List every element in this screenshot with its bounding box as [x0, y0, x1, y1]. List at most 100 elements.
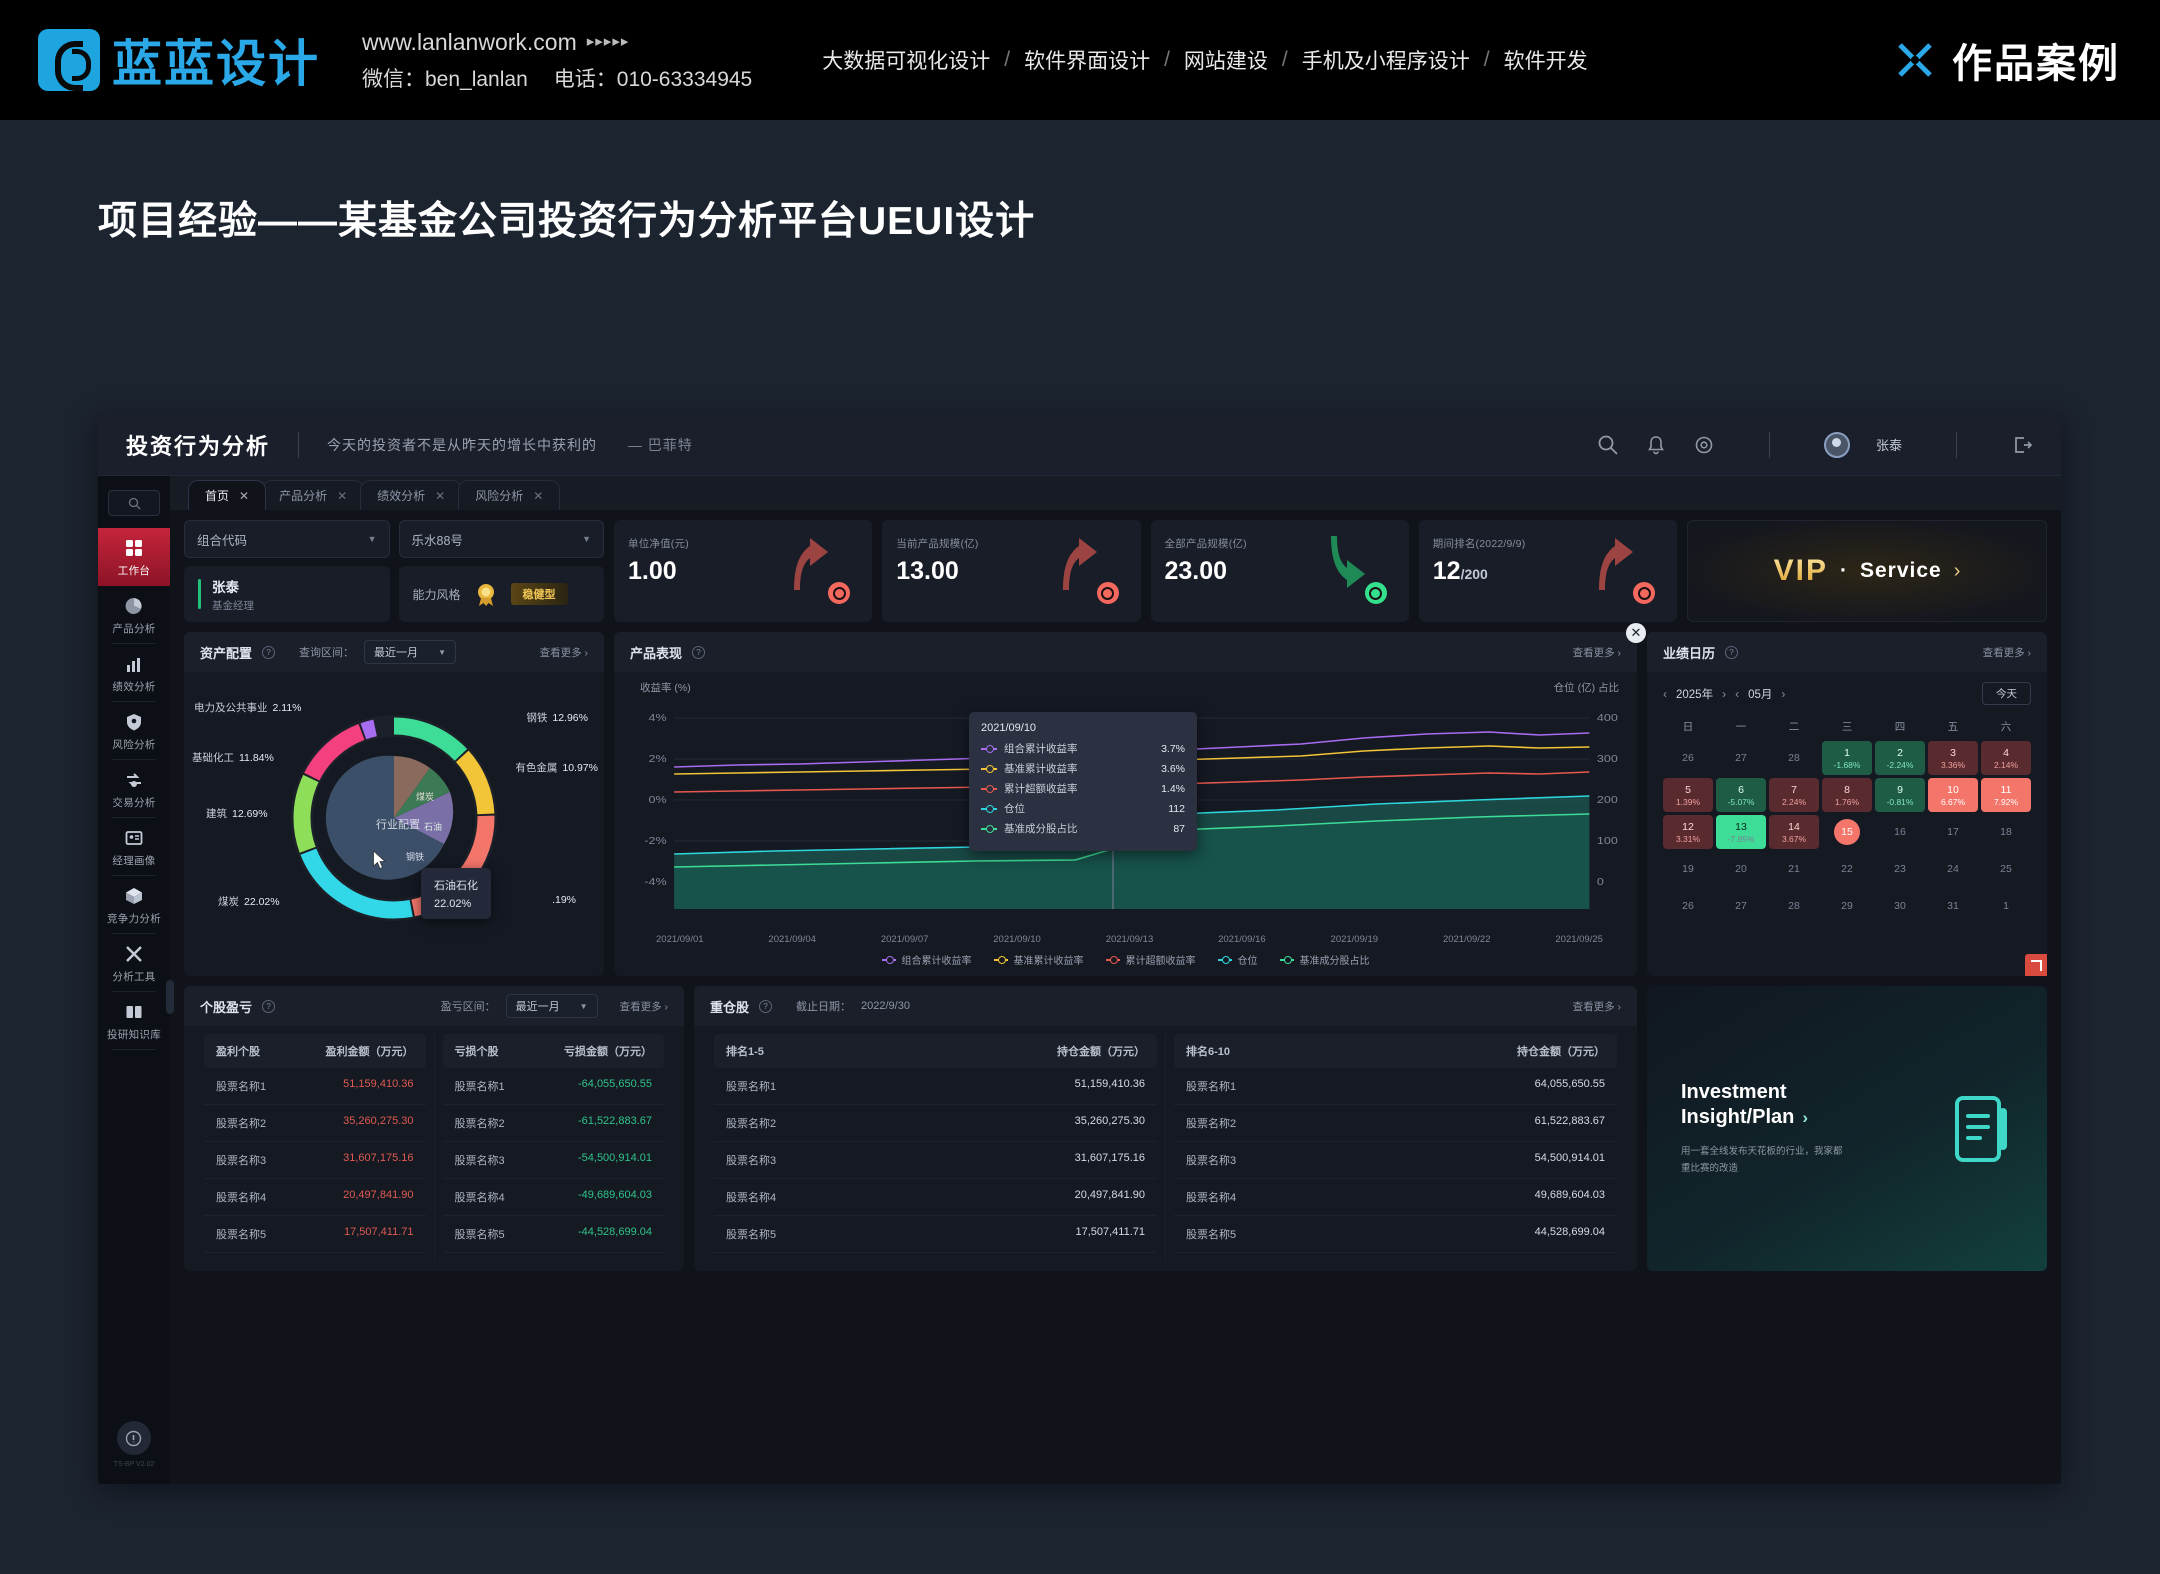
vip-service-banner[interactable]: VIP · Service ›	[1687, 520, 2047, 622]
sidebar-item-product-analysis[interactable]: 产品分析	[98, 586, 170, 644]
view-more-link[interactable]: 查看更多 ›	[1572, 646, 1621, 659]
calendar-cell[interactable]: 14 3.67%	[1769, 815, 1819, 849]
table-row[interactable]: 股票名称3 -54,500,914.01	[442, 1142, 664, 1179]
close-icon[interactable]: ✕	[435, 488, 446, 503]
portfolio-code-select[interactable]: 组合代码 ▼	[184, 520, 390, 558]
calendar-cell[interactable]: 28	[1788, 900, 1800, 912]
sidebar-item-risk-analysis[interactable]: 风险分析	[98, 702, 170, 760]
calendar-cell[interactable]: 29	[1841, 900, 1853, 912]
table-row[interactable]: 股票名称3 54,500,914.01	[1174, 1142, 1617, 1179]
today-button[interactable]: 今天	[1982, 682, 2031, 705]
calendar-cell[interactable]: 17	[1947, 826, 1959, 838]
calendar-cell[interactable]: 1 -1.68%	[1822, 741, 1872, 775]
next-month-icon[interactable]: ›	[1781, 686, 1786, 701]
table-row[interactable]: 股票名称5 17,507,411.71	[204, 1216, 426, 1253]
legend-item[interactable]: 仓位	[1217, 952, 1258, 967]
sidebar-item-manager-profile[interactable]: 经理画像	[98, 818, 170, 876]
table-row[interactable]: 股票名称5 17,507,411.71	[714, 1216, 1157, 1253]
gear-icon[interactable]	[1693, 434, 1715, 456]
calendar-cell[interactable]: 27	[1735, 752, 1747, 764]
portfolio-name-select[interactable]: 乐水88号 ▼	[398, 520, 604, 558]
help-icon[interactable]: ?	[262, 999, 276, 1013]
sidebar-collapse-handle[interactable]	[166, 980, 174, 1014]
close-icon[interactable]: ✕	[1626, 623, 1646, 643]
bell-icon[interactable]	[1645, 434, 1667, 456]
sidebar-search-input[interactable]	[108, 490, 160, 516]
table-row[interactable]: 股票名称2 35,260,275.30	[204, 1105, 426, 1142]
calendar-cell[interactable]: 28	[1788, 752, 1800, 764]
view-more-link[interactable]: 查看更多 ›	[619, 1000, 668, 1013]
help-icon[interactable]: ?	[1725, 645, 1739, 659]
table-row[interactable]: 股票名称4 20,497,841.90	[204, 1179, 426, 1216]
calendar-cell[interactable]: 23	[1894, 863, 1906, 875]
range-select[interactable]: 最近一月 ▼	[505, 994, 598, 1018]
table-row[interactable]: 股票名称5 -44,528,699.04	[442, 1216, 664, 1253]
close-icon[interactable]: ✕	[239, 488, 250, 503]
calendar-cell[interactable]: 2 -2.24%	[1875, 741, 1925, 775]
table-row[interactable]: 股票名称4 49,689,604.03	[1174, 1179, 1617, 1216]
tab-home[interactable]: 首页 ✕	[188, 480, 267, 510]
calendar-cell[interactable]: 22	[1841, 863, 1853, 875]
tab-performance-analysis[interactable]: 绩效分析 ✕	[360, 480, 463, 510]
tab-risk-analysis[interactable]: 风险分析 ✕	[458, 480, 561, 510]
sidebar-item-performance-analysis[interactable]: 绩效分析	[98, 644, 170, 702]
table-row[interactable]: 股票名称1 51,159,410.36	[204, 1068, 426, 1105]
view-more-link[interactable]: 查看更多 ›	[539, 646, 588, 659]
help-icon[interactable]: ?	[759, 999, 773, 1013]
table-row[interactable]: 股票名称2 -61,522,883.67	[442, 1105, 664, 1142]
table-row[interactable]: 股票名称2 61,522,883.67	[1174, 1105, 1617, 1142]
sidebar-item-competitiveness[interactable]: 竞争力分析	[98, 876, 170, 934]
table-row[interactable]: 股票名称1 -64,055,650.55	[442, 1068, 664, 1105]
table-row[interactable]: 股票名称2 35,260,275.30	[714, 1105, 1157, 1142]
calendar-cell[interactable]: 30	[1894, 900, 1906, 912]
prev-year-icon[interactable]: ‹	[1663, 686, 1667, 701]
avatar[interactable]	[1823, 431, 1850, 458]
prev-month-icon[interactable]: ‹	[1735, 686, 1740, 701]
calendar-cell[interactable]: 10 6.67%	[1928, 778, 1978, 812]
table-row[interactable]: 股票名称3 31,607,175.16	[714, 1142, 1157, 1179]
calendar-cell[interactable]: 15	[1822, 815, 1872, 849]
next-year-icon[interactable]: ›	[1722, 686, 1727, 701]
table-row[interactable]: 股票名称4 20,497,841.90	[714, 1179, 1157, 1216]
view-more-link[interactable]: 查看更多 ›	[1982, 646, 2031, 659]
close-icon[interactable]: ✕	[337, 488, 348, 503]
calendar-cell[interactable]: 19	[1682, 863, 1694, 875]
risk-style-card[interactable]: 能力风格 稳健型	[398, 566, 604, 622]
calendar-cell[interactable]: 1	[2003, 900, 2009, 912]
help-icon[interactable]	[116, 1421, 151, 1455]
table-row[interactable]: 股票名称4 -49,689,604.03	[442, 1179, 664, 1216]
calendar-cell[interactable]: 8 1.76%	[1822, 778, 1872, 812]
calendar-cell[interactable]: 20	[1735, 863, 1747, 875]
calendar-cell[interactable]: 31	[1947, 900, 1959, 912]
help-icon[interactable]: ?	[692, 645, 706, 659]
calendar-cell[interactable]: 4 2.14%	[1981, 741, 2031, 775]
sidebar-item-workbench[interactable]: 工作台	[98, 528, 170, 586]
sidebar-item-trade-analysis[interactable]: 交易分析	[98, 760, 170, 818]
sidebar-item-analysis-tools[interactable]: 分析工具	[98, 934, 170, 992]
calendar-cell[interactable]: 25	[2000, 863, 2012, 875]
table-row[interactable]: 股票名称3 31,607,175.16	[204, 1142, 426, 1179]
calendar-cell[interactable]: 24	[1947, 863, 1959, 875]
help-icon[interactable]: ?	[262, 645, 276, 659]
calendar-cell[interactable]: 11 7.92%	[1981, 778, 2031, 812]
calendar-cell[interactable]: 26	[1682, 752, 1694, 764]
close-icon[interactable]: ✕	[533, 488, 544, 503]
table-row[interactable]: 股票名称1 51,159,410.36	[714, 1068, 1157, 1105]
legend-item[interactable]: 基准成分股占比	[1279, 952, 1370, 967]
calendar-cell[interactable]: 6 -5.07%	[1716, 778, 1766, 812]
calendar-cell[interactable]: 3 3.36%	[1928, 741, 1978, 775]
calendar-cell[interactable]: 26	[1682, 900, 1694, 912]
calendar-cell[interactable]: 27	[1735, 900, 1747, 912]
logout-icon[interactable]	[2011, 434, 2033, 456]
calendar-cell[interactable]: 16	[1894, 826, 1906, 838]
table-row[interactable]: 股票名称1 64,055,650.55	[1174, 1068, 1617, 1105]
search-icon[interactable]	[1597, 434, 1619, 456]
tab-product-analysis[interactable]: 产品分析 ✕	[262, 480, 365, 510]
calendar-cell[interactable]: 13 -7.95%	[1716, 815, 1766, 849]
calendar-cell[interactable]: 12 3.31%	[1663, 815, 1713, 849]
expand-corner-button[interactable]	[2025, 954, 2047, 976]
table-row[interactable]: 股票名称5 44,528,699.04	[1174, 1216, 1617, 1253]
investment-insight-card[interactable]: Investment Insight/Plan › 用一套全线发布天花板的行业，我…	[1647, 986, 2047, 1271]
calendar-cell[interactable]: 18	[2000, 826, 2012, 838]
calendar-cell[interactable]: 7 2.24%	[1769, 778, 1819, 812]
